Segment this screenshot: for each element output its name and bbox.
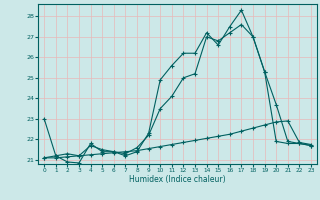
X-axis label: Humidex (Indice chaleur): Humidex (Indice chaleur) [129,175,226,184]
